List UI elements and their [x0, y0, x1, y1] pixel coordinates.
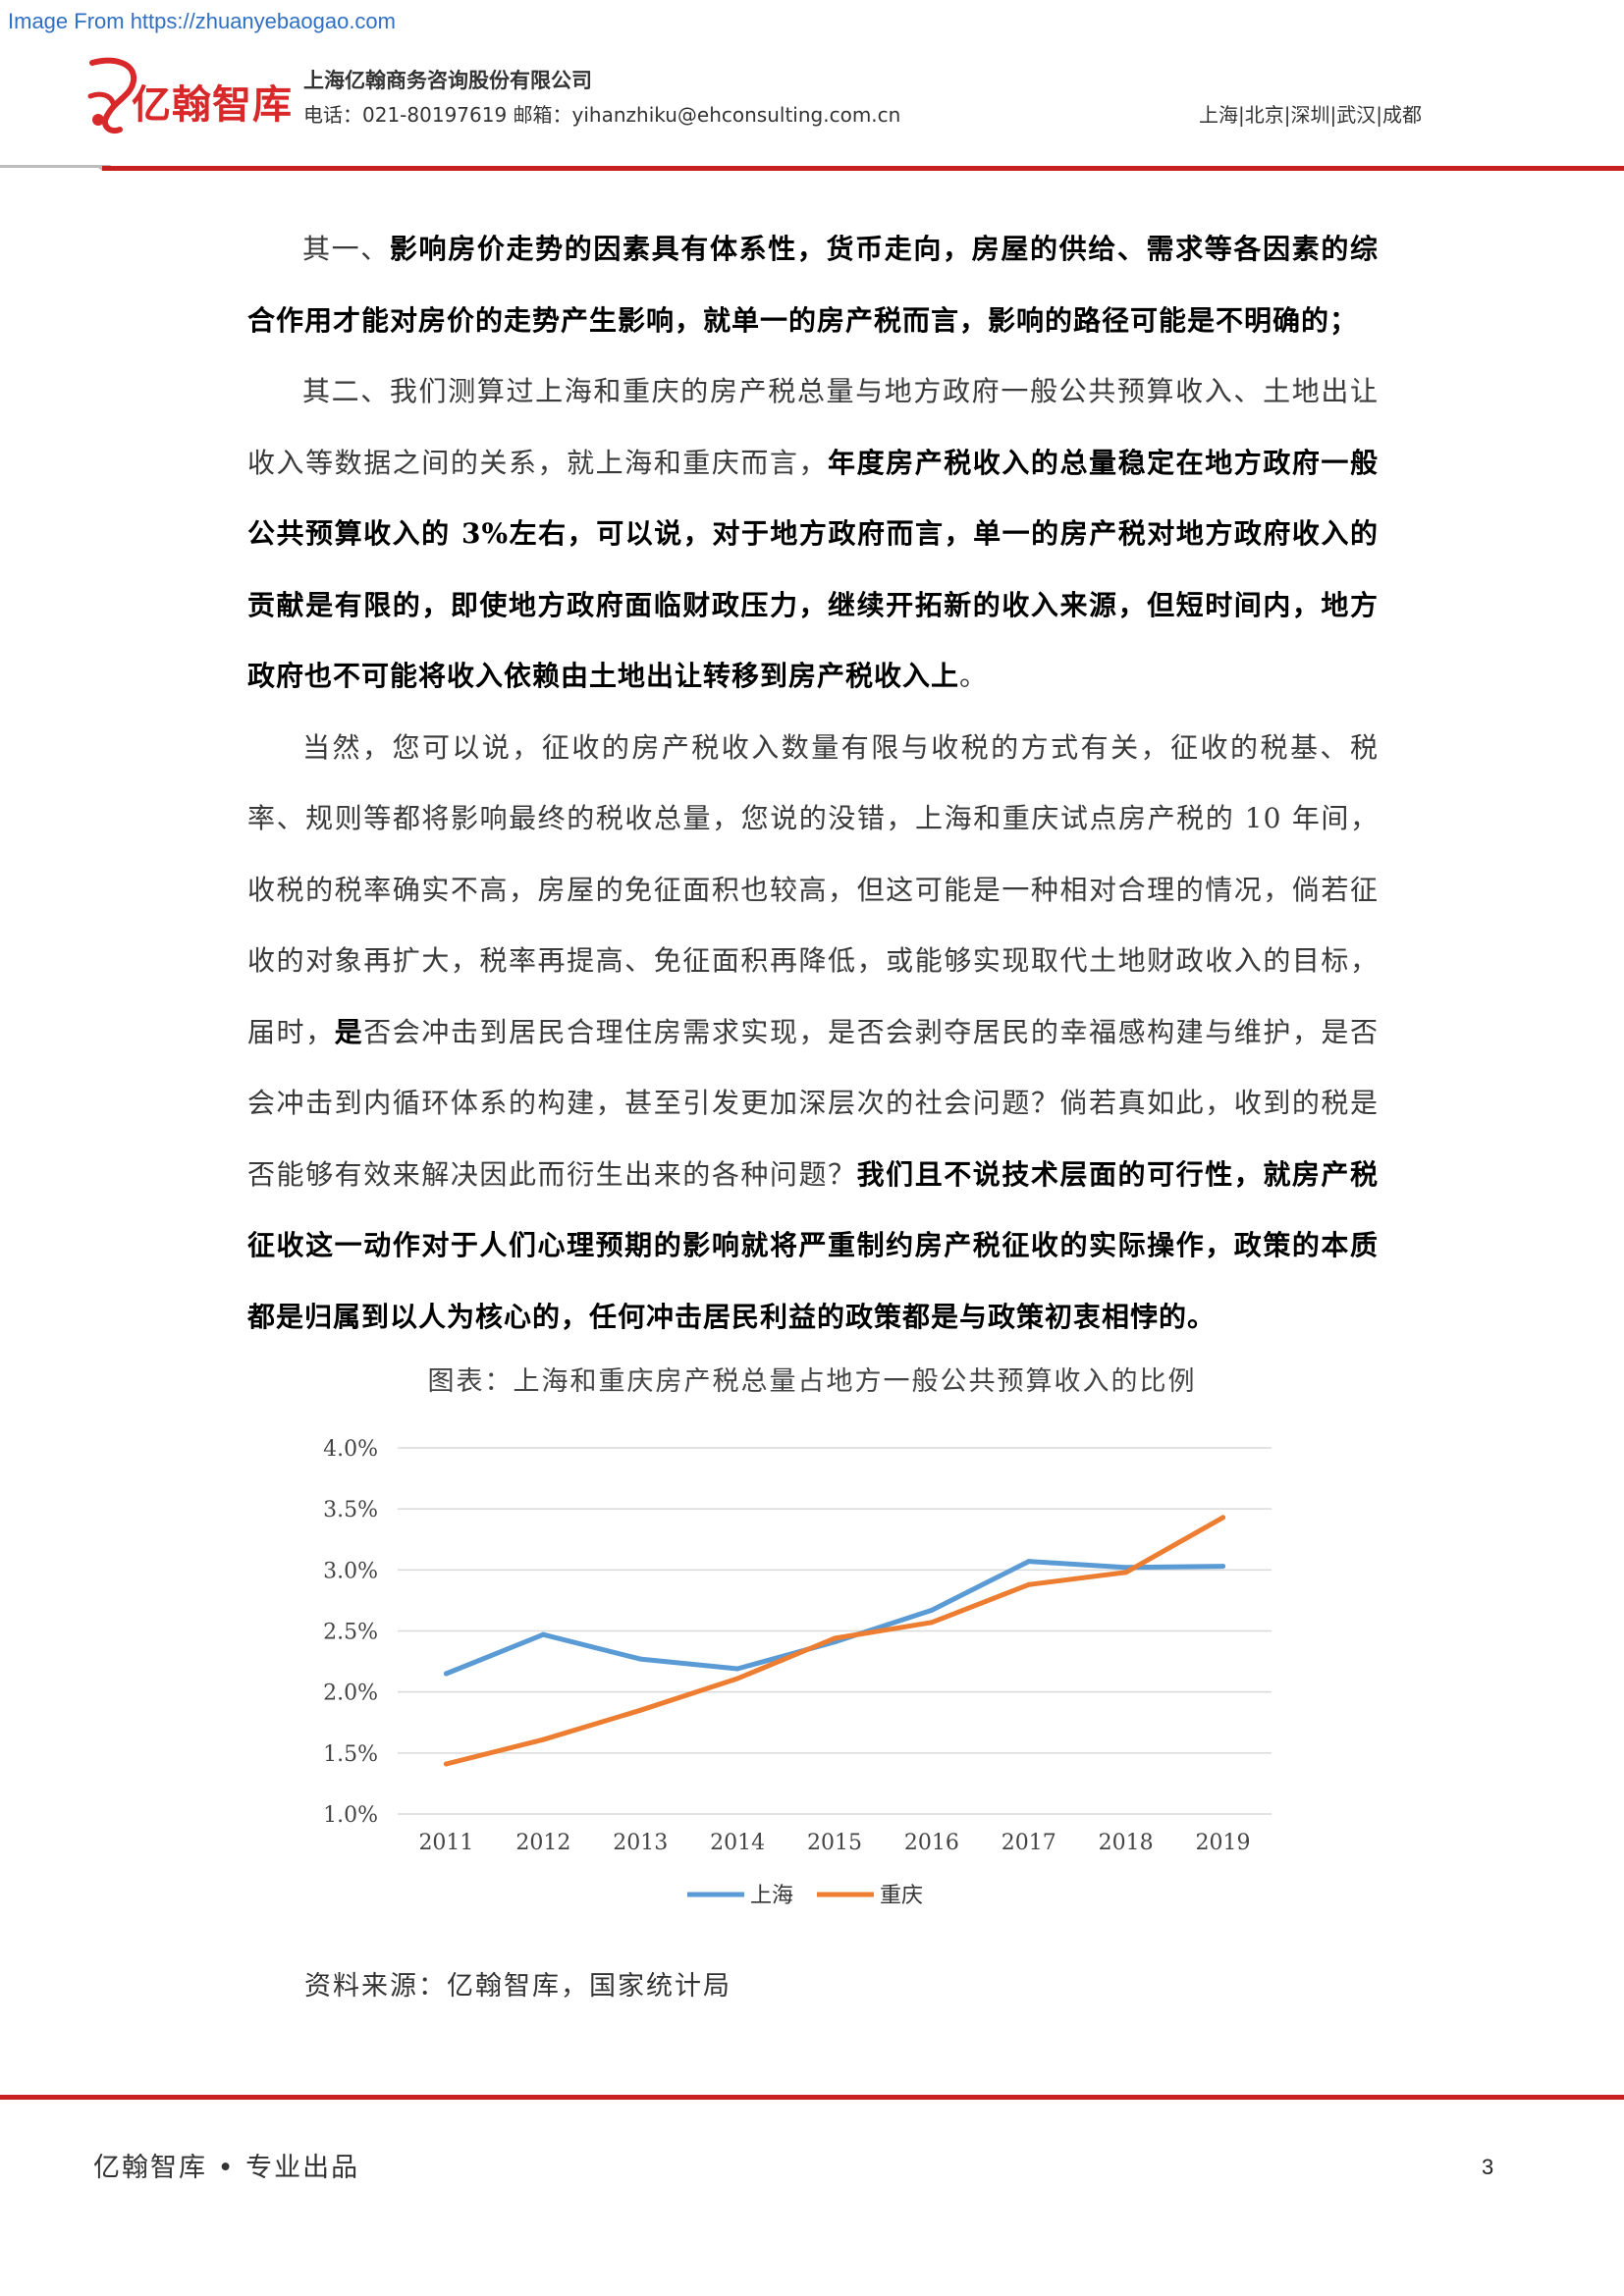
footer-divider — [0, 2095, 1624, 2100]
paragraph: 当然，您可以说，征收的房产税收入数量有限与收税的方式有关，征收的税基、税率、规则… — [247, 713, 1379, 1354]
data-point — [1123, 1570, 1129, 1575]
text-run: 其一、 — [302, 233, 390, 265]
data-point — [637, 1707, 643, 1713]
office-cities: 上海|北京|深圳|武汉|成都 — [1199, 103, 1422, 127]
text-run: 当然，您可以说，征收的房产税收入数量有限与收税的方式有关，征收的税基、税率、规则… — [247, 730, 1379, 1048]
x-tick-label: 2015 — [807, 1831, 862, 1855]
bold-text-run: 我们且不说技术层面的可行性，就房产税征收这一动作对于人们心理预期的影响就将严重制… — [247, 1157, 1379, 1333]
data-point — [443, 1761, 449, 1767]
footer-brand: 亿翰智库 • 专业出品 — [93, 2153, 360, 2183]
data-point — [540, 1631, 546, 1637]
data-point — [540, 1736, 546, 1742]
company-name: 上海亿翰商务咨询股份有限公司 — [303, 69, 592, 92]
bold-text-run: 影响房价走势的因素具有体系性，货币走向，房屋的供给、需求等各因素的综合作用才能对… — [247, 233, 1379, 337]
x-tick-label: 2012 — [515, 1831, 570, 1855]
bold-text-run: 是 — [334, 1015, 364, 1048]
x-tick-label: 2018 — [1099, 1831, 1154, 1855]
y-tick-label: 4.0% — [323, 1437, 378, 1462]
header-divider — [0, 165, 1624, 171]
y-tick-label: 2.0% — [323, 1682, 378, 1706]
paragraph: 其二、我们测算过上海和重庆的房产税总量与地方政府一般公共预算收入、土地出让收入等… — [247, 356, 1379, 713]
watermark-text: Image From https://zhuanyebaogao.com — [8, 9, 396, 33]
data-point — [734, 1676, 740, 1682]
bold-text-run: 年度房产税收入的总量稳定在地方政府一般公共预算收入的 3%左右，可以说，对于地方… — [247, 446, 1379, 693]
source-note: 资料来源：亿翰智库，国家统计局 — [304, 1971, 731, 2002]
x-tick-label: 2014 — [710, 1831, 765, 1855]
page-number: 3 — [1482, 2155, 1494, 2179]
series-line-shanghai — [443, 1559, 1226, 1677]
x-tick-label: 2017 — [1001, 1831, 1056, 1855]
x-tick-label: 2016 — [904, 1831, 959, 1855]
paragraph: 其一、影响房价走势的因素具有体系性，货币走向，房屋的供给、需求等各因素的综合作用… — [247, 214, 1379, 356]
text-run: 否会冲击到居民合理住房需求实现，是否会剥夺居民的幸福感构建与维护，是否会冲击到内… — [247, 1015, 1379, 1191]
x-tick-label: 2019 — [1196, 1831, 1251, 1855]
y-tick-label: 3.0% — [323, 1559, 378, 1583]
legend-label: 上海 — [750, 1884, 793, 1908]
data-point — [1220, 1564, 1226, 1570]
legend-label: 重庆 — [880, 1884, 923, 1908]
contact-info: 电话：021-80197619 邮箱：yihanzhiku@ehconsulti… — [303, 103, 901, 127]
y-tick-label: 1.5% — [323, 1742, 378, 1767]
data-point — [1026, 1581, 1032, 1587]
y-tick-label: 1.0% — [323, 1803, 378, 1828]
data-point — [443, 1671, 449, 1677]
text-run: 其二、我们测算过上海和重庆的房产税总量与地方政府一般公共预算收入、土地出让收入等… — [247, 375, 1379, 479]
data-point — [1220, 1515, 1226, 1521]
data-point — [929, 1620, 935, 1626]
y-tick-label: 2.5% — [323, 1621, 378, 1645]
brand-logo-text: 亿翰智库 — [132, 82, 293, 128]
x-tick-label: 2011 — [418, 1831, 473, 1855]
yihan-logo-icon — [87, 57, 137, 133]
text-run: 。 — [959, 660, 989, 692]
data-point — [1026, 1559, 1032, 1565]
data-point — [1123, 1565, 1129, 1571]
data-point — [929, 1607, 935, 1613]
chart-title: 图表：上海和重庆房产税总量占地方一般公共预算收入的比例 — [427, 1366, 1197, 1397]
data-point — [734, 1666, 740, 1672]
x-tick-label: 2013 — [613, 1831, 668, 1855]
data-point — [832, 1635, 838, 1641]
line-chart: 1.0% 1.5% 2.0% 2.5% 3.0% 3.5% 4.0% 2011 2012 2013… — [323, 1437, 1272, 1908]
data-point — [637, 1656, 643, 1662]
y-tick-label: 3.5% — [323, 1498, 378, 1522]
article-body: 其一、影响房价走势的因素具有体系性，货币走向，房屋的供给、需求等各因素的综合作用… — [247, 214, 1379, 1353]
